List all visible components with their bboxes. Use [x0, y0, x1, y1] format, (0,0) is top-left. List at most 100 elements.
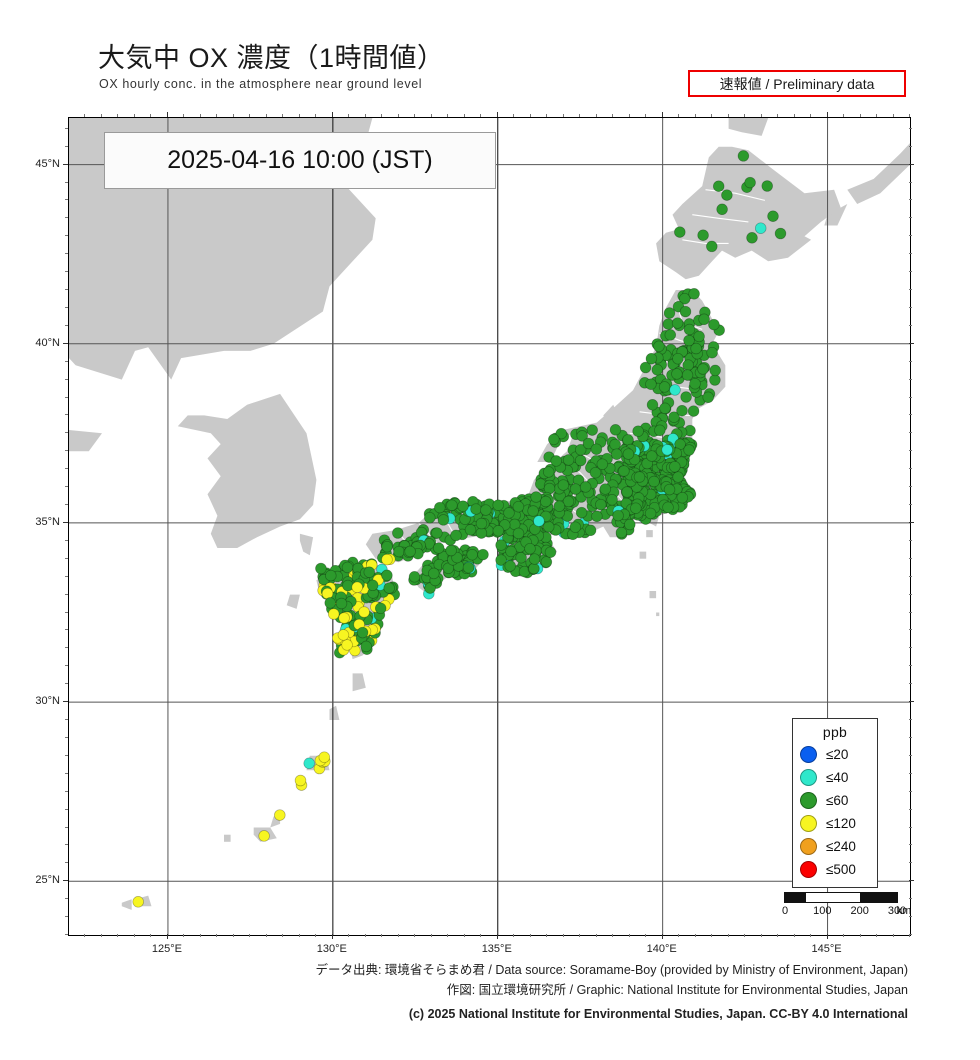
station-marker[interactable]: [609, 438, 621, 451]
station-marker[interactable]: [574, 444, 587, 456]
station-marker[interactable]: [659, 402, 671, 415]
station-marker[interactable]: [528, 562, 540, 575]
station-marker[interactable]: [609, 424, 622, 436]
station-marker[interactable]: [553, 500, 566, 512]
station-marker[interactable]: [653, 340, 665, 353]
station-marker[interactable]: [646, 399, 659, 411]
station-marker[interactable]: [337, 629, 350, 641]
station-marker[interactable]: [393, 545, 405, 558]
station-marker[interactable]: [562, 454, 575, 466]
station-marker[interactable]: [335, 597, 348, 610]
station-marker[interactable]: [654, 424, 666, 437]
station-marker[interactable]: [644, 507, 657, 520]
station-marker[interactable]: [639, 361, 652, 374]
station-marker[interactable]: [442, 562, 455, 575]
station-marker[interactable]: [505, 545, 517, 558]
station-marker[interactable]: [457, 500, 469, 512]
station-marker[interactable]: [676, 491, 689, 504]
station-marker[interactable]: [661, 444, 673, 456]
station-marker[interactable]: [574, 454, 587, 467]
station-marker[interactable]: [303, 757, 315, 770]
station-marker[interactable]: [591, 510, 603, 523]
station-marker[interactable]: [612, 509, 624, 522]
station-marker[interactable]: [774, 227, 787, 240]
station-marker[interactable]: [569, 483, 582, 495]
station-marker[interactable]: [446, 499, 458, 511]
station-marker[interactable]: [672, 352, 684, 365]
station-marker[interactable]: [651, 364, 664, 376]
station-marker[interactable]: [683, 323, 696, 336]
station-marker[interactable]: [540, 556, 553, 568]
station-marker[interactable]: [618, 465, 630, 477]
station-marker[interactable]: [475, 517, 488, 530]
station-marker[interactable]: [338, 612, 350, 624]
station-marker[interactable]: [744, 176, 756, 189]
station-marker[interactable]: [754, 222, 767, 234]
station-marker[interactable]: [663, 483, 676, 496]
station-marker[interactable]: [671, 317, 684, 329]
station-marker[interactable]: [424, 582, 436, 594]
station-marker[interactable]: [590, 443, 603, 455]
station-marker[interactable]: [712, 180, 725, 192]
station-marker[interactable]: [358, 606, 370, 618]
station-marker[interactable]: [383, 582, 395, 594]
station-marker[interactable]: [258, 830, 270, 842]
station-marker[interactable]: [315, 562, 327, 575]
legend-item[interactable]: ≤20: [793, 743, 877, 766]
station-marker[interactable]: [676, 404, 688, 417]
station-marker[interactable]: [669, 460, 681, 473]
station-marker[interactable]: [709, 364, 721, 377]
station-marker[interactable]: [687, 405, 700, 417]
station-marker[interactable]: [477, 548, 489, 561]
station-marker[interactable]: [492, 499, 504, 511]
station-marker[interactable]: [610, 448, 623, 460]
station-marker[interactable]: [404, 545, 416, 558]
station-marker[interactable]: [645, 378, 657, 390]
station-marker[interactable]: [363, 566, 376, 578]
station-marker[interactable]: [527, 505, 539, 517]
station-marker[interactable]: [392, 527, 404, 539]
station-marker[interactable]: [530, 491, 542, 503]
station-marker[interactable]: [381, 553, 393, 566]
station-marker[interactable]: [646, 450, 658, 462]
station-marker[interactable]: [466, 548, 478, 561]
station-marker[interactable]: [325, 569, 337, 582]
station-marker[interactable]: [495, 554, 507, 566]
station-marker[interactable]: [630, 502, 642, 514]
station-marker[interactable]: [434, 501, 446, 514]
station-marker[interactable]: [318, 751, 331, 763]
station-marker[interactable]: [737, 150, 750, 162]
station-marker[interactable]: [475, 527, 488, 539]
station-marker[interactable]: [550, 455, 562, 467]
station-marker[interactable]: [709, 374, 721, 386]
map-canvas[interactable]: [68, 117, 911, 936]
station-marker[interactable]: [437, 514, 450, 526]
station-marker-layer[interactable]: [69, 118, 910, 935]
station-marker[interactable]: [761, 180, 773, 192]
station-marker[interactable]: [589, 466, 602, 479]
station-marker[interactable]: [697, 229, 709, 241]
station-marker[interactable]: [512, 500, 525, 513]
station-marker[interactable]: [274, 809, 286, 821]
station-marker[interactable]: [544, 546, 557, 558]
station-marker[interactable]: [698, 313, 710, 326]
station-marker[interactable]: [562, 495, 575, 508]
station-marker[interactable]: [690, 342, 702, 355]
station-marker[interactable]: [374, 602, 387, 615]
station-marker[interactable]: [341, 639, 353, 651]
station-marker[interactable]: [679, 305, 692, 318]
station-marker[interactable]: [689, 377, 701, 390]
station-marker[interactable]: [533, 515, 545, 527]
station-marker[interactable]: [662, 501, 674, 514]
station-marker[interactable]: [633, 471, 646, 483]
station-marker[interactable]: [584, 524, 597, 537]
station-marker[interactable]: [495, 539, 507, 551]
station-marker[interactable]: [428, 567, 440, 580]
station-marker[interactable]: [351, 581, 363, 594]
station-marker[interactable]: [445, 544, 457, 557]
station-marker[interactable]: [680, 391, 692, 403]
station-marker[interactable]: [682, 359, 694, 371]
station-marker[interactable]: [683, 444, 695, 456]
station-marker[interactable]: [621, 486, 633, 498]
station-marker[interactable]: [451, 551, 463, 564]
